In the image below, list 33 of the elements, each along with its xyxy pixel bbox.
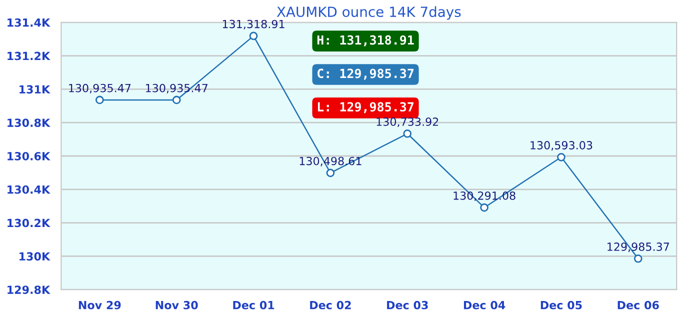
x-tick-label: Dec 04 <box>464 300 506 310</box>
chart-title: XAUMKD ounce 14K 7days <box>276 6 461 20</box>
data-label: 130,733.92 <box>376 118 438 128</box>
annotation: H: 131,318.91 <box>317 35 414 46</box>
point <box>480 203 488 212</box>
y-tick-label: 129.8K <box>8 286 50 294</box>
x-tick-label: Nov 29 <box>78 300 121 310</box>
y-tick-label: 130.2K <box>8 218 50 228</box>
y-tick-label: 131.2K <box>8 52 50 60</box>
point <box>95 96 104 104</box>
y-tick-label: 130.4K <box>8 185 50 194</box>
y-tick-label: 130.6K <box>8 152 50 160</box>
x-tick-label: Dec 05 <box>540 300 582 310</box>
point <box>326 168 335 178</box>
x-tick-label: Nov 30 <box>156 300 198 310</box>
point <box>172 96 181 104</box>
annotation: C: 129,985.37 <box>318 68 414 80</box>
annotation: L: 129,985.37 <box>318 102 414 114</box>
x-tick-label: Dec 02 <box>310 300 351 310</box>
point <box>634 254 642 263</box>
x-tick-label: Dec 06 <box>618 300 659 310</box>
point <box>557 152 566 162</box>
y-tick-label: 130K <box>20 252 50 261</box>
y-tick-label: 131K <box>20 85 50 94</box>
data-label: 130,935.47 <box>69 84 131 94</box>
data-label: 130,593.03 <box>530 141 592 151</box>
y-tick-label: 131.4K <box>8 18 50 27</box>
data-label: 131,318.91 <box>222 20 284 30</box>
point <box>249 32 258 40</box>
x-tick-label: Dec 03 <box>387 300 428 310</box>
x-tick-label: Dec 01 <box>233 300 274 310</box>
y-tick-label: 130.8K <box>8 118 50 127</box>
point <box>403 129 412 138</box>
